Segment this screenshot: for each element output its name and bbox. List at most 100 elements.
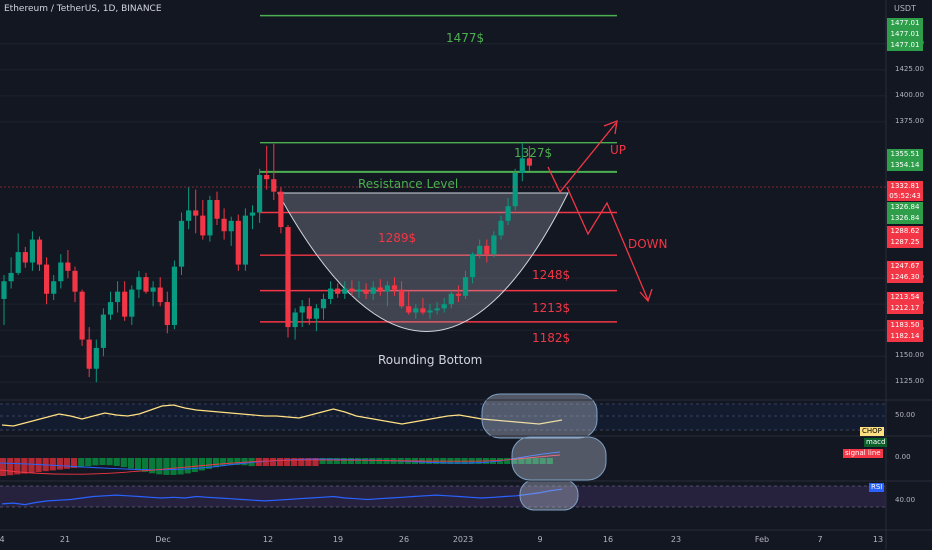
macd-bar <box>269 458 276 466</box>
candle-body <box>51 281 57 294</box>
time-tick-label: Feb <box>754 535 770 544</box>
macd-bar <box>362 458 369 464</box>
macd-bar <box>227 458 234 466</box>
candle-body <box>29 239 35 263</box>
macd-bar <box>191 458 198 473</box>
candle-body <box>370 287 376 294</box>
macd-bar <box>333 458 340 464</box>
candle-body <box>306 306 312 319</box>
macd-bar <box>71 458 78 468</box>
up-arrow <box>547 122 617 194</box>
currency-label[interactable]: USDT <box>894 4 916 13</box>
price-tag: 1326.84 <box>887 202 923 213</box>
macd-bar <box>284 458 291 466</box>
candle-body <box>171 266 177 325</box>
candle-body <box>299 306 305 313</box>
price-tag-value: 1246.30 <box>890 273 920 281</box>
candle-body <box>271 179 277 192</box>
macd-bar <box>156 458 163 475</box>
candle-body <box>44 264 50 294</box>
price-tag: 1477.01 <box>887 40 923 51</box>
macd-bar <box>134 458 142 471</box>
candle-body <box>15 252 21 273</box>
price-tag-value: 1288.62 <box>890 227 920 235</box>
macd-label[interactable]: macd <box>864 438 888 447</box>
signal-line-label[interactable]: signal line <box>843 449 883 458</box>
price-tag-value: 1326.84 <box>890 203 920 211</box>
macd-bar <box>539 458 546 464</box>
rounding-bottom-shape <box>277 192 569 332</box>
symbol-title[interactable]: Ethereum / TetherUS, 1D, BINANCE <box>4 4 162 14</box>
macd-bar <box>184 458 191 474</box>
candle-body <box>441 304 447 309</box>
candle-body <box>512 172 518 207</box>
candle-body <box>519 158 525 173</box>
macd-bar <box>291 458 298 466</box>
macd-bar <box>78 458 85 468</box>
resistance-value-label: 1327$ <box>514 146 553 160</box>
candle-body <box>406 306 412 313</box>
rsi-label[interactable]: RSI <box>869 483 885 492</box>
candle-body <box>320 298 327 309</box>
candle-body <box>1 281 7 299</box>
down-arrowhead <box>639 288 653 303</box>
price-tag: 1247.67 <box>887 261 923 272</box>
macd-bar <box>56 458 63 470</box>
price-tag: 1332.81 05:52:43 <box>887 181 923 201</box>
candle-body <box>228 220 234 232</box>
macd-bar <box>504 458 511 464</box>
macd-bar <box>85 458 92 467</box>
candle-body <box>72 270 78 292</box>
chop-line <box>1 404 563 427</box>
price-tag-value: 1477.01 <box>890 30 920 38</box>
macd-pane <box>0 451 561 476</box>
candle-body <box>65 262 71 271</box>
macd-bar <box>376 458 383 464</box>
candle-body <box>470 254 476 278</box>
macd-bar <box>546 458 553 464</box>
price-tag-value: 1355.51 <box>890 150 920 158</box>
macd-bar <box>326 458 333 464</box>
price-tag-value: 1212.17 <box>890 304 920 312</box>
price-tag: 1287.25 <box>887 237 923 248</box>
macd-bar <box>170 458 177 475</box>
candle-body <box>214 200 220 219</box>
indicator-tick-label: 0.00 <box>895 453 911 461</box>
macd-bar <box>262 458 269 466</box>
price-tag-value: 1183.50 <box>890 321 920 329</box>
candle-body <box>129 289 135 317</box>
level-1289-label: 1289$ <box>378 231 417 245</box>
macd-bar <box>305 458 312 466</box>
price-tag: 1326.84 <box>887 213 923 224</box>
macd-bar <box>276 458 284 466</box>
candle-body <box>122 291 128 317</box>
candle-body <box>434 308 440 311</box>
countdown-timer: 05:52:43 <box>889 192 921 200</box>
macd-bar <box>63 458 71 469</box>
up-arrowhead <box>603 119 618 135</box>
indicator-tick-label: 40.00 <box>895 496 916 504</box>
price-tag-value: 1247.67 <box>890 262 920 270</box>
time-tick-label: 23 <box>670 535 682 544</box>
macd-bar <box>92 458 99 466</box>
candle-body <box>526 158 532 166</box>
candle-body <box>328 288 334 299</box>
candle-body <box>93 347 99 369</box>
price-tag-value: 1477.01 <box>890 41 920 49</box>
time-tick-label: 19 <box>332 535 344 544</box>
price-tag: 1355.51 <box>887 149 923 160</box>
candle-body <box>235 220 241 265</box>
up-label: UP <box>610 143 627 157</box>
candle-body <box>498 220 504 236</box>
candle-body <box>100 314 106 348</box>
projection-arrows <box>547 119 653 303</box>
candle-body <box>342 288 348 294</box>
chop-label[interactable]: CHOP <box>860 427 884 436</box>
macd-bar <box>518 458 525 464</box>
candle-body <box>313 308 319 319</box>
price-tag-value: 1287.25 <box>890 238 920 246</box>
rounding-bottom-label: Rounding Bottom <box>378 353 483 367</box>
macd-bar <box>99 458 106 466</box>
macd-bar <box>511 458 518 464</box>
